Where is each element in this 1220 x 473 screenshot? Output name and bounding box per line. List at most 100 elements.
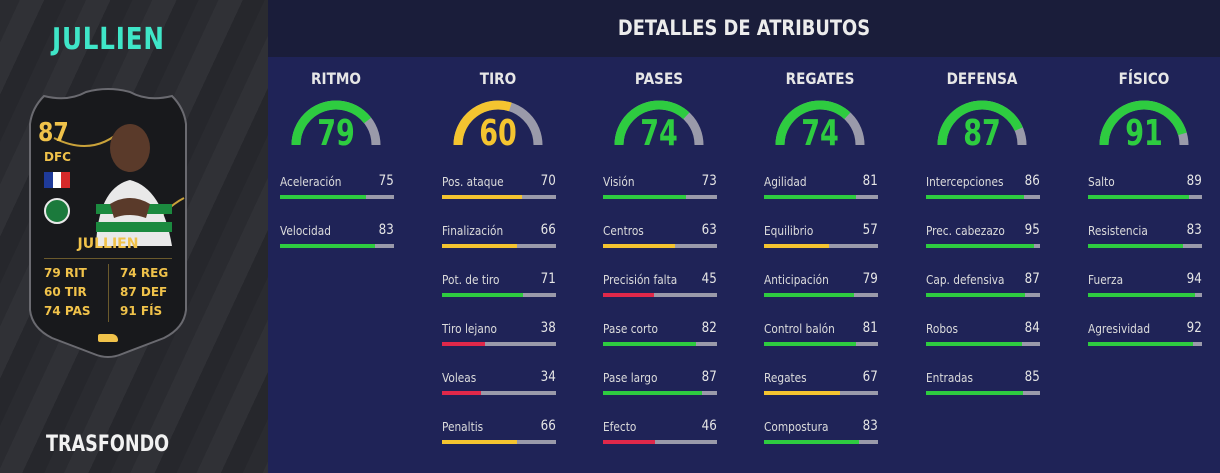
category-gauge [453,100,543,146]
attribute-row: Finalización 66 [442,222,556,260]
attribute-bar-fill [603,440,656,444]
attribute-bar-fill [1088,342,1193,346]
card-stat: 91 FÍS [120,304,163,318]
attribute-label: Precisión falta [603,273,678,287]
attribute-bar-fill [926,342,1022,346]
card-rating: 87 [38,118,69,148]
category-title: FÍSICO [1118,69,1170,88]
attribute-bar [442,244,556,248]
attribute-label: Entradas [926,371,973,385]
attribute-bar [442,391,556,395]
attribute-value: 46 [701,418,717,434]
attribute-row: Penaltis 66 [442,418,556,456]
attribute-bar [764,440,878,444]
attribute-bar-fill [442,195,522,199]
attribute-value: 34 [540,369,556,385]
category-value: 87 [963,113,1001,154]
attribute-value: 84 [1024,320,1040,336]
attribute-label: Regates [764,371,807,385]
boot-icon [98,334,118,342]
attribute-bar [926,244,1040,248]
attribute-bar [926,391,1040,395]
player-title: JULLIEN [52,22,165,57]
attribute-bar [764,195,878,199]
attribute-bar [442,293,556,297]
attribute-label: Aceleración [280,175,342,189]
attribute-bar-fill [280,195,366,199]
attribute-row: Entradas 85 [926,369,1040,407]
attribute-bar-fill [603,244,675,248]
card-stat: 79 RIT [44,266,87,280]
player-card[interactable]: 87 DFC JULLIEN 79 RIT 60 TIR 74 PAS 74 R… [24,88,192,360]
attribute-bar [603,440,717,444]
attribute-row: Centros 63 [603,222,717,260]
attribute-bar [603,342,717,346]
attribute-value: 83 [378,222,394,238]
attribute-row: Agilidad 81 [764,173,878,211]
category-title: PASES [634,69,684,88]
attribute-bar-fill [603,342,697,346]
attribute-row: Aceleración 75 [280,173,394,211]
attribute-bar-fill [764,342,857,346]
attribute-label: Salto [1088,175,1115,189]
card-divider-vertical [108,264,109,322]
attribute-label: Resistencia [1088,224,1148,238]
attribute-row: Pot. de tiro 71 [442,271,556,309]
attribute-bar-fill [926,293,1026,297]
attribute-bar-fill [926,195,1025,199]
attribute-bar [764,244,878,248]
attribute-value: 57 [862,222,878,238]
attribute-bar [280,195,394,199]
attribute-row: Agresividad 92 [1088,320,1202,358]
attribute-value: 89 [1186,173,1202,189]
attribute-row: Equilibrio 57 [764,222,878,260]
category-value: 74 [801,113,839,154]
gauge-fill [937,100,1023,146]
attribute-label: Visión [603,175,635,189]
card-stat: 60 TIR [44,285,87,299]
background-tab[interactable]: TRASFONDO [46,432,170,457]
attribute-value: 63 [701,222,717,238]
attribute-label: Anticipación [764,273,829,287]
attribute-label: Equilibrio [764,224,814,238]
attribute-bar-fill [1088,195,1190,199]
gauge-fill [775,100,851,146]
attribute-bar [442,195,556,199]
attribute-label: Efecto [603,420,637,434]
card-position: DFC [44,150,71,164]
attribute-label: Compostura [764,420,829,434]
category-title: RITMO [311,69,361,88]
attribute-value: 81 [862,320,878,336]
attribute-row: Robos 84 [926,320,1040,358]
attribute-value: 71 [540,271,556,287]
club-crest-icon [44,198,70,224]
card-stats-left: 79 RIT 60 TIR 74 PAS [44,264,91,321]
attribute-label: Fuerza [1088,273,1124,287]
attribute-row: Pase corto 82 [603,320,717,358]
attribute-label: Pot. de tiro [442,273,500,287]
attribute-bar-fill [764,244,829,248]
attribute-bar [1088,293,1202,297]
attributes-header: DETALLES DE ATRIBUTOS [268,0,1220,57]
attribute-bar-fill [442,244,518,248]
attribute-bar [926,293,1040,297]
gauge-fill [453,100,512,146]
attribute-value: 73 [701,173,717,189]
gauge-fill [291,100,372,146]
card-stat: 74 REG [120,266,169,280]
attribute-value: 70 [540,173,556,189]
attribute-bar [764,293,878,297]
attribute-bar [1088,244,1202,248]
attribute-label: Pase corto [603,322,658,336]
attributes-panel: DETALLES DE ATRIBUTOS RITMO 79 Aceleración… [268,0,1220,473]
attribute-bar [764,391,878,395]
category-gauge [291,100,381,146]
attribute-row: Voleas 34 [442,369,556,407]
attribute-value: 86 [1024,173,1040,189]
attribute-value: 66 [540,222,556,238]
attribute-value: 45 [701,271,717,287]
attribute-bar-fill [280,244,375,248]
attribute-bar-fill [603,391,703,395]
attribute-bar-fill [603,293,655,297]
attribute-row: Velocidad 83 [280,222,394,260]
